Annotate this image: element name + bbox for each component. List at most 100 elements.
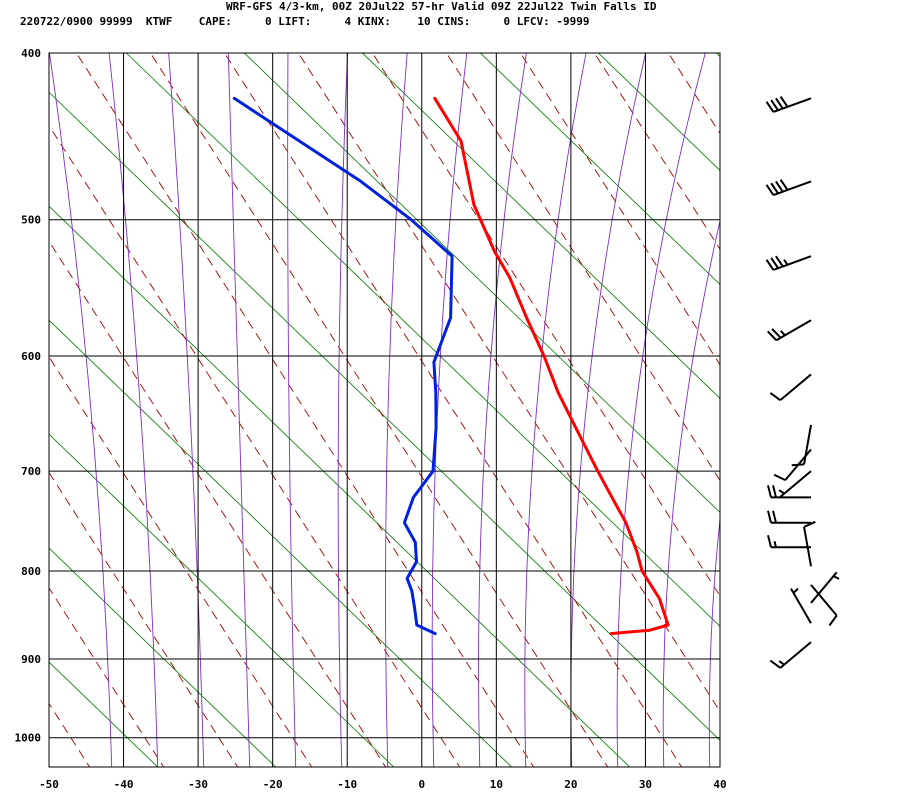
wind-barb	[778, 470, 812, 498]
wind-barb-half-feather	[780, 330, 786, 336]
wind-barb-staff	[773, 97, 812, 113]
dry-adiabat	[49, 471, 239, 767]
wind-barb-half-feather	[792, 587, 799, 594]
wind-barb-staff	[810, 584, 838, 617]
wind-barb-feather	[779, 179, 789, 191]
wind-barb-staff	[803, 526, 812, 567]
wind-barb-feather	[773, 473, 786, 482]
plot-background	[49, 53, 720, 767]
wind-barb-feather	[772, 510, 777, 523]
x-tick-label: 40	[713, 778, 726, 791]
dry-adiabats	[0, 43, 900, 777]
dry-adiabat	[810, 43, 900, 777]
wind-barb	[790, 587, 812, 624]
mixing-ratio-line	[243, 53, 720, 513]
wind-barb-feather	[765, 259, 775, 271]
wind-barb	[769, 373, 812, 401]
wind-barb-feather	[770, 99, 779, 111]
wind-barb-feather	[767, 510, 772, 523]
mixing-ratio-line	[597, 53, 720, 172]
dry-adiabat	[49, 356, 313, 767]
mixing-ratio-line	[49, 205, 631, 767]
wind-barb-feather	[765, 101, 775, 113]
moist-adiabat	[431, 53, 468, 767]
grid-lines	[48, 52, 721, 768]
wind-barb	[767, 510, 811, 524]
x-tick-label: 10	[490, 778, 503, 791]
wind-barb-half-feather	[833, 575, 840, 580]
wind-barb	[767, 485, 811, 499]
dry-adiabat	[75, 53, 535, 767]
mixing-ratio-line	[49, 433, 395, 767]
dry-adiabat	[49, 587, 165, 767]
x-tick-label: -40	[114, 778, 134, 791]
dry-adiabat	[223, 53, 683, 767]
wind-barb-feather	[775, 180, 784, 193]
dry-adiabat	[49, 124, 461, 767]
wind-barb	[767, 319, 812, 342]
wind-barb	[810, 584, 838, 627]
wind-barb-feather	[775, 255, 784, 268]
wind-barb-staff	[803, 424, 812, 465]
wind-barb	[765, 179, 812, 197]
wind-barb-staff	[775, 319, 812, 342]
wind-barb-feather	[767, 534, 772, 548]
wind-barb	[803, 520, 816, 567]
dry-adiabat	[149, 53, 609, 767]
mixing-ratio-line	[715, 53, 720, 58]
wind-barb	[765, 96, 812, 113]
wind-barbs	[765, 96, 840, 669]
wind-barb-feather	[765, 184, 775, 196]
x-tick-label: -50	[39, 778, 59, 791]
moist-adiabat	[49, 53, 113, 767]
y-tick-label: 700	[21, 465, 41, 478]
y-tick-label: 600	[21, 350, 41, 363]
moist-adiabat	[708, 514, 720, 767]
wind-barb-feather	[770, 182, 779, 194]
dry-adiabat	[0, 43, 22, 777]
temperature-line	[433, 96, 670, 636]
sounding-indices: 220722/0900 99999 KTWF CAPE: 0 LIFT: 4 K…	[20, 15, 590, 28]
moist-adiabat	[385, 53, 408, 767]
wind-barb-feather	[828, 614, 838, 627]
moist-adiabat	[616, 53, 706, 767]
mixing-ratio-line	[0, 43, 50, 777]
x-tick-label: -30	[188, 778, 208, 791]
wind-barb-feather	[771, 328, 782, 339]
dry-adiabat	[371, 53, 720, 597]
wind-barb	[791, 424, 812, 467]
y-tick-label: 1000	[15, 732, 42, 745]
moist-adiabat	[478, 53, 527, 767]
wind-barb-feather	[803, 520, 816, 528]
wind-barb-feather	[779, 96, 789, 108]
wind-barb-feather	[769, 392, 781, 401]
x-tick-label: 20	[564, 778, 577, 791]
dewpoint-line	[232, 96, 454, 636]
y-tick-label: 400	[21, 47, 41, 60]
mixing-ratio-line	[824, 43, 900, 777]
wind-barb-half-feather	[778, 660, 785, 666]
mixing-ratio-line	[49, 319, 513, 767]
wind-barb-staff	[779, 641, 812, 669]
wind-barb-feather	[772, 485, 777, 498]
mixing-ratio-line	[479, 53, 720, 286]
wind-barb-staff	[790, 588, 812, 624]
wind-barb-half-feather	[783, 259, 789, 266]
x-tick-label: -10	[337, 778, 357, 791]
wind-barb	[810, 571, 840, 604]
plot-frame	[48, 52, 721, 768]
moist-adiabat	[337, 53, 349, 767]
mixing-ratio-line	[49, 547, 277, 767]
wind-barb-feather	[770, 257, 779, 269]
wind-barb-feather	[767, 485, 772, 498]
dry-adiabat	[49, 240, 387, 767]
moist-adiabat	[168, 53, 205, 767]
mixing-ratio-line	[49, 91, 720, 741]
wind-barb-staff	[779, 470, 812, 498]
y-tick-label: 800	[21, 565, 41, 578]
wind-barb	[769, 641, 812, 669]
dry-adiabat	[297, 53, 720, 713]
wind-barb	[765, 255, 812, 271]
wind-barb-staff	[810, 571, 838, 604]
